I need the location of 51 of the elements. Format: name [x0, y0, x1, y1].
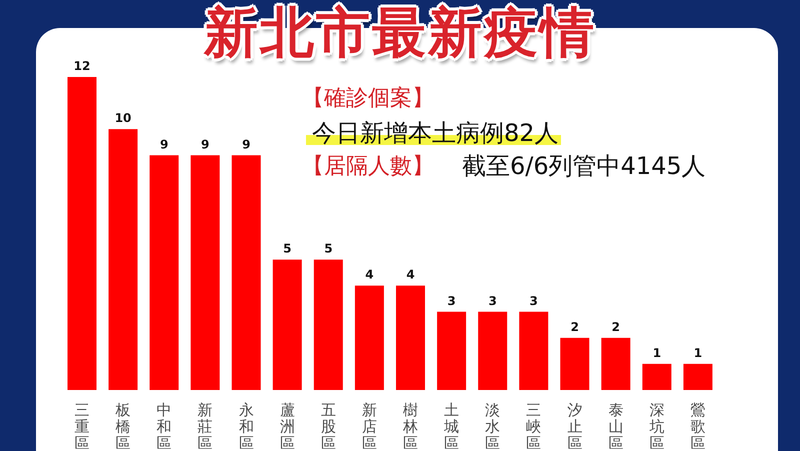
bar — [150, 155, 179, 390]
bar — [560, 338, 590, 390]
bar — [519, 312, 548, 390]
x-tick-label: 泰山區 — [608, 401, 624, 451]
x-tick-label: 新莊區 — [198, 401, 213, 451]
data-label: 9 — [242, 137, 250, 152]
bar — [68, 77, 96, 390]
annotation: 【居隔人數】 — [302, 154, 434, 179]
data-label: 1 — [694, 346, 702, 360]
data-label: 3 — [530, 294, 538, 308]
data-label: 5 — [283, 242, 292, 256]
x-tick-label: 三重區 — [74, 401, 90, 451]
bar — [108, 129, 138, 390]
annotation: 【確診個案】 — [302, 86, 434, 111]
data-label: 2 — [570, 320, 579, 334]
bar — [396, 286, 425, 390]
x-tick-label: 三峽區 — [526, 401, 542, 451]
data-label: 4 — [365, 268, 374, 282]
x-tick-label: 鶯歌區 — [690, 401, 706, 451]
x-tick-label: 新店區 — [362, 401, 377, 451]
bar — [190, 155, 220, 390]
data-label: 10 — [114, 111, 132, 126]
x-tick-label: 永和區 — [238, 401, 254, 451]
x-tick-label: 板橋區 — [114, 401, 131, 451]
x-tick-label: 汐止區 — [567, 401, 582, 451]
bar — [232, 155, 261, 390]
data-label: 5 — [324, 242, 333, 256]
data-label: 9 — [201, 137, 210, 152]
bar — [601, 338, 630, 390]
x-tick-label: 樹林區 — [402, 401, 418, 451]
bar — [683, 364, 712, 390]
bar — [272, 260, 302, 390]
data-label: 3 — [488, 294, 497, 308]
data-label: 9 — [160, 137, 168, 152]
annotation: 截至6/6列管中4145人 — [462, 152, 706, 180]
bar — [354, 286, 384, 390]
data-label: 1 — [652, 346, 662, 360]
bar — [478, 312, 508, 390]
bar — [642, 364, 672, 390]
data-label: 4 — [406, 268, 415, 282]
bar — [314, 260, 343, 390]
x-tick-label: 土城區 — [443, 401, 460, 451]
data-label: 3 — [447, 294, 456, 308]
x-tick-label: 淡水區 — [485, 401, 500, 451]
data-label: 2 — [612, 320, 620, 334]
x-tick-label: 五股區 — [320, 401, 336, 451]
bar — [437, 312, 466, 390]
x-tick-label: 中和區 — [156, 401, 172, 451]
x-tick-label: 深坑區 — [648, 401, 664, 451]
x-tick-label: 蘆洲區 — [280, 401, 295, 451]
data-label: 12 — [74, 59, 90, 73]
